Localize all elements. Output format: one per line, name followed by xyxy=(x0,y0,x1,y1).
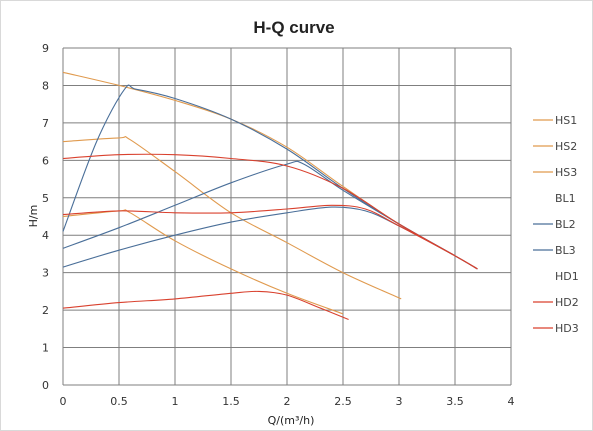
y-tick-label: 9 xyxy=(42,42,49,55)
y-tick-label: 7 xyxy=(42,117,49,130)
series-line-unlabeled-10 xyxy=(62,290,349,321)
legend-label-hd1: HD1 xyxy=(555,270,579,283)
legend-label-bl3: BL3 xyxy=(555,244,576,257)
y-tick-label: 4 xyxy=(42,229,49,242)
y-tick-label: 0 xyxy=(42,379,49,392)
legend-label-hd3: HD3 xyxy=(555,322,579,335)
y-tick-label: 3 xyxy=(42,267,49,280)
grid-lines xyxy=(62,47,512,386)
legend-label-bl2: BL2 xyxy=(555,218,576,231)
series-line-hd3 xyxy=(62,204,478,270)
x-tick-label: 2.5 xyxy=(334,395,352,408)
x-tick-label: 0.5 xyxy=(110,395,128,408)
series-layer xyxy=(62,71,478,321)
legend-label-hs3: HS3 xyxy=(555,166,577,179)
legend-label-hd2: HD2 xyxy=(555,296,579,309)
legend: HS1 HS2 HS3 BL1 BL2 BL3 HD1 HD2 HD3 xyxy=(533,114,579,335)
y-tick-label: 1 xyxy=(42,342,49,355)
y-tick-label: 5 xyxy=(42,192,49,205)
x-tick-label: 4 xyxy=(508,395,515,408)
x-axis-label: Q/(m³/h) xyxy=(268,414,315,427)
x-tick-label: 3.5 xyxy=(446,395,464,408)
legend-label-hs2: HS2 xyxy=(555,140,577,153)
x-tick-label: 3 xyxy=(396,395,403,408)
x-tick-labels: 0 0.5 1 1.5 2 2.5 3 3.5 4 xyxy=(60,395,515,408)
y-tick-label: 8 xyxy=(42,79,49,92)
y-axis-label: H/m xyxy=(27,205,40,228)
legend-label-bl1: BL1 xyxy=(555,192,576,205)
x-tick-label: 0 xyxy=(60,395,67,408)
y-tick-label: 6 xyxy=(42,154,49,167)
legend-label-hs1: HS1 xyxy=(555,114,577,127)
x-tick-label: 1 xyxy=(172,395,179,408)
y-tick-labels: 0 1 2 3 4 5 6 7 8 9 xyxy=(42,42,49,392)
y-tick-label: 2 xyxy=(42,304,49,317)
x-tick-label: 1.5 xyxy=(222,395,240,408)
chart-title: H-Q curve xyxy=(253,18,334,37)
x-tick-label: 2 xyxy=(284,395,291,408)
series-line-hs2 xyxy=(62,136,402,300)
